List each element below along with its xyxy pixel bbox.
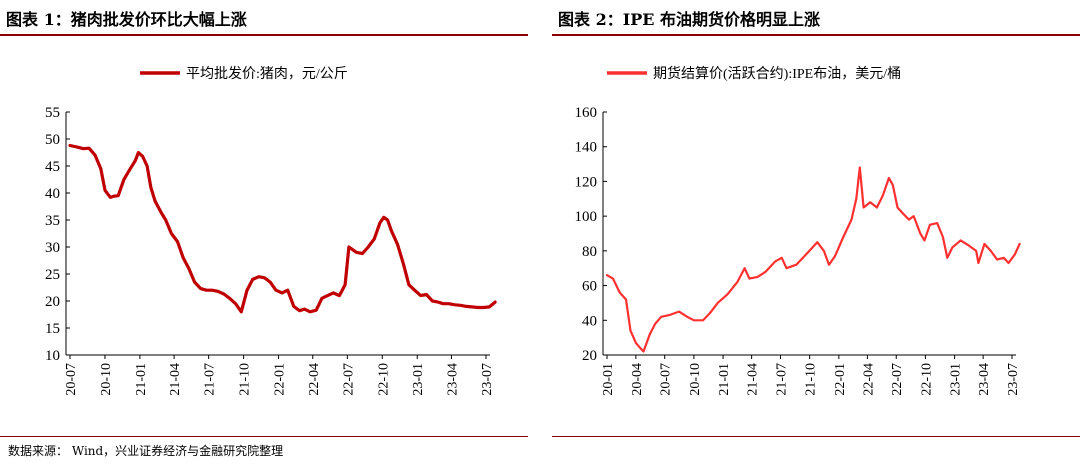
y-tick-label: 160: [575, 105, 598, 121]
y-tick-label: 20: [582, 348, 597, 364]
x-tick-label: 22-10: [919, 363, 934, 396]
x-tick-label: 21-04: [746, 363, 761, 396]
y-tick-label: 30: [45, 240, 60, 256]
figure-title-pork: 图表 1：猪肉批发价环比大幅上涨: [6, 10, 247, 29]
title-divider: [0, 34, 528, 36]
y-tick-label: 25: [45, 267, 60, 283]
pork-price-chart: 平均批发价:猪肉，元/公斤 10 15 20 25 30 35 40 45 50 55 20-07 20…: [45, 66, 497, 396]
y-tick-label: 140: [575, 140, 598, 156]
y-tick-label: 50: [45, 132, 60, 148]
x-tick-label: 20-01: [601, 363, 616, 396]
figure-title-brent: 图表 2：IPE 布油期货价格明显上涨: [558, 10, 820, 29]
y-tick-label: 40: [582, 313, 597, 329]
x-tick-label: 20-10: [688, 363, 703, 396]
legend: 平均批发价:猪肉，元/公斤: [140, 66, 348, 82]
x-tick-label: 21-07: [203, 363, 218, 396]
x-tick-label: 23-07: [1006, 363, 1021, 396]
x-tick-label: 20-04: [630, 363, 645, 396]
y-tick-label: 60: [582, 279, 597, 295]
y-tick-label: 40: [45, 186, 60, 202]
y-tick-label: 20: [45, 294, 60, 310]
chart-panel-pork: 图表 1：猪肉批发价环比大幅上涨 平均批发价:猪肉，元/公斤 10 15 20 25 30…: [0, 0, 528, 440]
x-tick-label: 21-10: [238, 363, 253, 396]
title-divider: [552, 34, 1080, 36]
x-tick-label: 23-01: [949, 363, 964, 396]
legend-label: 平均批发价:猪肉，元/公斤: [186, 66, 348, 82]
x-tick-label: 22-10: [376, 363, 391, 396]
y-tick-label: 45: [45, 159, 60, 175]
x-tick-label: 23-04: [445, 363, 460, 396]
series-line: [605, 166, 1021, 353]
legend: 期货结算价(活跃合约):IPE布油，美元/桶: [607, 65, 901, 82]
x-tick-label: 20-07: [64, 363, 79, 396]
data-source-note: 数据来源： Wind，兴业证券经济与金融研究院整理: [8, 444, 284, 458]
y-tick-label: 100: [575, 209, 598, 225]
y-tick-label: 55: [45, 105, 60, 121]
x-tick-label: 23-07: [480, 363, 495, 396]
x-tick-label: 20-10: [99, 363, 114, 396]
x-tick-label: 22-01: [833, 363, 848, 396]
x-tick-label: 21-04: [168, 363, 183, 396]
brent-price-chart: 期货结算价(活跃合约):IPE布油，美元/桶 20 40 60 80 100 120 140 1…: [575, 65, 1022, 396]
x-tick-label: 22-07: [890, 363, 905, 396]
x-tick-label: 20-07: [659, 363, 674, 396]
x-tick-label: 23-01: [411, 363, 426, 396]
y-tick-label: 120: [575, 174, 598, 190]
chart-panel-brent: 图表 2：IPE 布油期货价格明显上涨 期货结算价(活跃合约):IPE布油，美元…: [552, 0, 1080, 440]
x-tick-label: 23-04: [977, 363, 992, 396]
y-tick-label: 10: [45, 348, 60, 364]
series-line: [68, 143, 497, 314]
x-tick-label: 22-01: [273, 363, 288, 396]
x-tick-label: 21-07: [774, 363, 789, 396]
x-tick-label: 22-04: [307, 363, 322, 396]
y-tick-label: 80: [582, 244, 597, 260]
x-tick-label: 21-10: [804, 363, 819, 396]
x-tick-label: 21-01: [134, 363, 149, 396]
bottom-divider: [0, 436, 528, 437]
x-tick-label: 22-07: [341, 363, 356, 396]
bottom-divider: [552, 436, 1080, 437]
x-tick-label: 22-04: [861, 363, 876, 396]
y-tick-label: 35: [45, 213, 60, 229]
x-tick-label: 21-01: [717, 363, 732, 396]
y-tick-label: 15: [45, 321, 60, 337]
legend-label: 期货结算价(活跃合约):IPE布油，美元/桶: [653, 65, 901, 82]
